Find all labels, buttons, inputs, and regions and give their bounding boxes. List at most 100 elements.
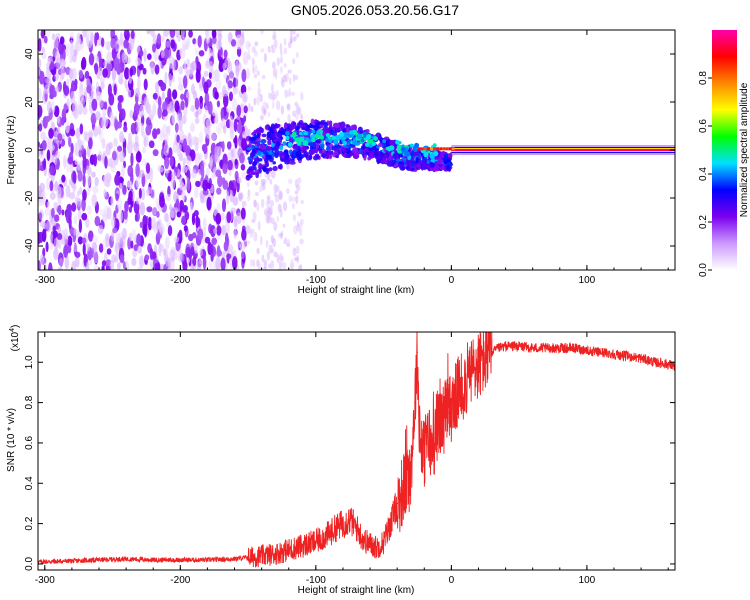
spectrogram-cell [114,173,121,186]
spectrogram-cell [415,156,419,164]
spectrogram-cell [70,91,76,105]
spectrogram-cell [215,212,222,225]
spectrogram-cell [299,238,304,245]
spectrogram-cell [182,157,186,168]
spectrogram-cell [190,122,195,133]
spectrogram-cell [335,144,342,149]
spectrogram-cell [242,51,249,66]
spectrogram-cell [249,152,255,158]
spectrogram-cell [38,231,41,245]
spectrogram-cell [279,42,283,52]
spectrogram-cell [263,259,267,269]
spectrogram-cell [268,170,272,178]
spectrogram-cell [227,80,234,89]
spectrogram-cell [78,70,84,79]
spectrogram-cell [136,233,142,247]
spectrogram-cell [138,255,145,269]
spectrogram-cell [395,158,402,162]
spectrogram-cell [56,233,63,241]
spectrogram-cell [266,168,270,172]
spectrogram-cell [104,117,109,128]
spectrogram-cell [165,40,171,48]
spectrogram-cell [291,196,296,202]
snr-point [233,558,236,560]
snr-point [416,351,419,353]
spectrogram-cell [66,98,70,110]
spectrogram-cell [266,173,270,181]
spectrogram-cell [256,247,260,255]
spectrogram-cell [267,111,271,118]
spectrogram-cell [139,201,146,216]
spectrogram-cell [269,205,273,216]
spectrogram-cell [54,248,59,259]
spectrogram-cell [222,180,229,190]
spectrogram-cell [113,137,118,148]
spectrogram-cell [72,171,77,185]
spectrogram-cell [216,202,221,215]
spectrogram-cell [152,33,158,44]
tone-onset [433,147,437,151]
spectrogram-cell [117,197,123,211]
spectrogram-cell [236,34,242,41]
spectrogram-cell [250,258,254,267]
snr-ytick-label: 0.8 [24,395,35,409]
colorbar-tick-label: 0.4 [698,167,709,181]
spectrogram-cell [139,221,143,229]
spectrogram-cell [106,248,112,255]
spectrogram-cell [434,160,439,167]
spectrogram-cell [40,131,46,140]
spectrogram-cell [262,155,267,160]
snr-point [125,558,127,560]
spectrogram-cell [381,157,386,164]
spectrogram-cell [257,221,261,231]
spectrogram-cell [57,226,62,235]
spectrogram-cell [42,196,46,205]
spectrogram-cell [241,200,247,208]
spectrogram-cell [288,41,292,49]
spectrogram-cell [243,105,248,114]
snr-point [396,502,398,505]
tone-onset [429,147,433,151]
spectrogram-cell [352,140,357,145]
spectrogram-cell [49,180,54,192]
spectrogram-cell [229,189,234,203]
spectrogram-cell [236,176,242,184]
spectrogram-cell [73,243,78,253]
spectrogram-cell [122,261,126,270]
spectrogram-cell [227,31,233,44]
spectrogram-cell [100,81,105,90]
spectrogram-cell [61,209,65,216]
spectrogram-cell [267,154,272,160]
spectrogram-cell [142,158,147,166]
spectrogram-cell [234,158,238,166]
spectrogram-cell [92,235,99,245]
spectrogram-cell [273,191,277,198]
spectrogram-cell [234,134,238,149]
spectrogram-cell [397,163,404,169]
snr-point [445,414,447,416]
spectrogram-cell [98,99,104,109]
snr-point [545,347,547,349]
spectrogram-cell [67,235,73,247]
spectrogram-cell [88,94,93,103]
spectrogram-cell [292,58,296,65]
spectrogram-cell [97,224,104,235]
spectrogram-cell [241,138,247,151]
spectrogram-cell [90,112,97,125]
spectrogram-cell [267,45,271,53]
spectrogram-cell [168,55,174,69]
spectrogram-cell [289,124,296,130]
spectrogram-cell [240,30,245,39]
spectrogram-cell [158,242,162,257]
spectrogram-cell [271,142,275,148]
spectrogram-cell [149,169,153,183]
spectrogram-cell [191,60,197,71]
spectrogram-cell [104,155,108,169]
spectrogram-cell [50,60,55,70]
spectrogram-cell [211,107,216,117]
spectrogram-cell [38,38,42,52]
spectrogram-cell [145,162,151,174]
spectrogram-cell [260,139,267,144]
spectrogram-cell [129,38,135,51]
spectrogram-cell [76,197,82,207]
